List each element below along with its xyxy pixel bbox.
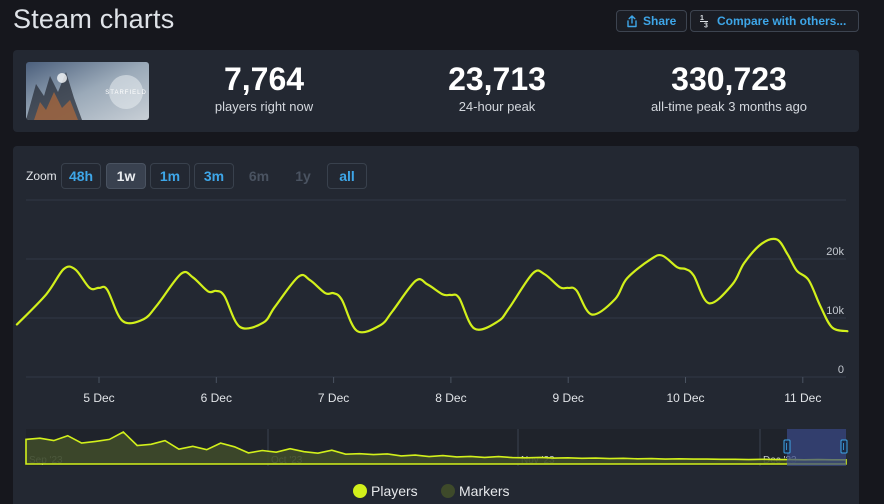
zoom-1m-button[interactable]: 1m bbox=[150, 163, 190, 189]
x-tick-label: 7 Dec bbox=[318, 391, 349, 405]
all-time-peak-stat: 330,723 all-time peak 3 months ago bbox=[619, 60, 839, 114]
y-tick-label: 0 bbox=[838, 364, 844, 376]
compare-button-label: Compare with others... bbox=[717, 14, 847, 28]
navigator[interactable]: Sep '23Oct '23Nov '23Dec '23 bbox=[25, 429, 848, 466]
x-axis-labels: 5 Dec 6 Dec 7 Dec 8 Dec 9 Dec 10 Dec 11 Dec bbox=[83, 377, 821, 405]
y-tick-label: 20k bbox=[826, 246, 844, 258]
zoom-6m-button: 6m bbox=[248, 168, 270, 184]
markers-legend-dot bbox=[441, 484, 455, 498]
game-capsule-image[interactable]: STARFIELD bbox=[26, 62, 149, 120]
navigator-right-handle[interactable] bbox=[840, 439, 848, 454]
share-icon bbox=[626, 14, 638, 28]
current-players-stat: 7,764 players right now bbox=[154, 60, 374, 114]
x-tick-label: 9 Dec bbox=[553, 391, 584, 405]
chart-grid bbox=[26, 199, 846, 378]
zoom-1w-button[interactable]: 1w bbox=[106, 163, 146, 189]
legend-players-label: Players bbox=[371, 483, 418, 499]
y-tick-label: 10k bbox=[826, 305, 844, 317]
legend-markers-label: Markers bbox=[459, 483, 510, 499]
players-legend-dot bbox=[353, 484, 367, 498]
x-tick-label: 11 Dec bbox=[784, 391, 821, 405]
current-players-value: 7,764 bbox=[223, 61, 305, 97]
game-logo-text: STARFIELD bbox=[105, 90, 147, 96]
zoom-48h-button[interactable]: 48h bbox=[61, 163, 101, 189]
svg-text:3: 3 bbox=[704, 23, 708, 29]
x-tick-label: 8 Dec bbox=[435, 391, 466, 405]
navigator-left-handle[interactable] bbox=[783, 439, 791, 454]
navigator-area bbox=[25, 431, 847, 465]
legend-players[interactable]: Players bbox=[353, 483, 418, 499]
stats-panel: STARFIELD 7,764 players right now 23,713… bbox=[13, 50, 859, 132]
current-players-label: players right now bbox=[214, 99, 314, 114]
player-count-chart: 0 10k 20k 5 Dec 6 Dec 7 Dec 8 Dec 9 Dec 10 Dec 1… bbox=[15, 199, 849, 466]
day-peak-stat: 23,713 24-hour peak bbox=[387, 60, 607, 114]
page-title: Steam charts bbox=[13, 4, 175, 34]
all-time-peak-label: all-time peak 3 months ago bbox=[650, 99, 808, 114]
svg-text:1: 1 bbox=[700, 15, 704, 22]
day-peak-label: 24-hour peak bbox=[458, 99, 536, 114]
day-peak-value: 23,713 bbox=[448, 61, 546, 97]
y-axis-labels: 0 10k 20k bbox=[826, 246, 844, 376]
players-series-line bbox=[15, 237, 849, 334]
x-tick-label: 5 Dec bbox=[83, 391, 114, 405]
zoom-1y-button: 1y bbox=[295, 168, 311, 184]
legend-markers[interactable]: Markers bbox=[441, 483, 510, 499]
zoom-all-button[interactable]: all bbox=[327, 163, 367, 189]
zoom-3m-button[interactable]: 3m bbox=[194, 163, 234, 189]
x-tick-label: 6 Dec bbox=[201, 391, 232, 405]
share-button-label: Share bbox=[643, 14, 677, 28]
zoom-label: Zoom bbox=[26, 169, 57, 183]
chart-panel: Zoom 48h 1w 1m 3m 6m 1y all 0 10k 20k 5 De… bbox=[13, 146, 859, 504]
navigator-selection[interactable] bbox=[787, 429, 846, 466]
x-tick-label: 10 Dec bbox=[666, 391, 704, 405]
all-time-peak-value: 330,723 bbox=[671, 61, 787, 97]
share-button[interactable]: Share bbox=[616, 10, 687, 32]
